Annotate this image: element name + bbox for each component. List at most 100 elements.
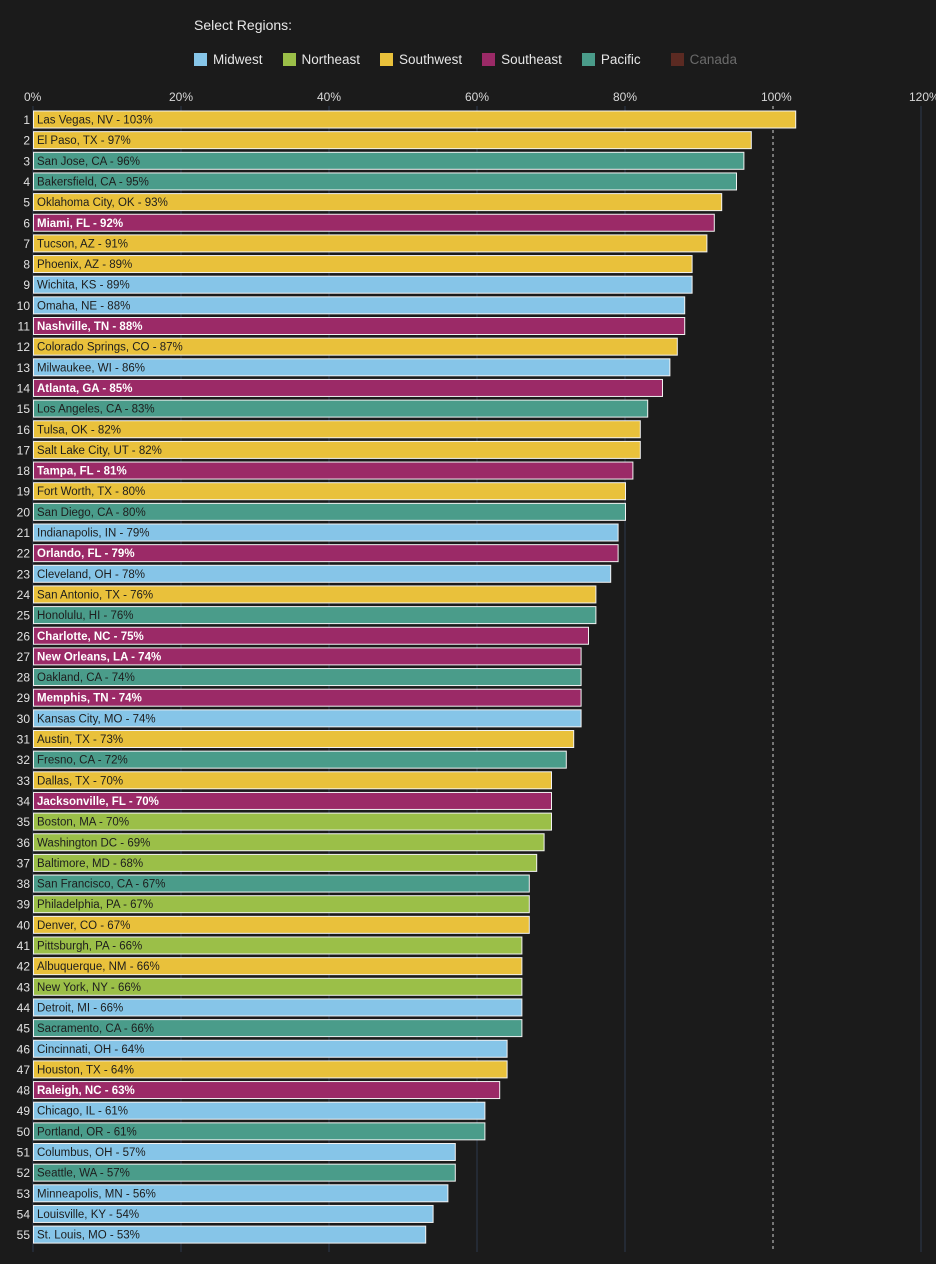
bar-label: Cleveland, OH - 78% <box>37 569 145 581</box>
bar[interactable] <box>33 812 552 831</box>
bar[interactable] <box>33 626 589 645</box>
bar-label: Detroit, MI - 66% <box>37 1002 123 1014</box>
bar-label: Charlotte, NC - 75% <box>37 631 144 643</box>
bar[interactable] <box>33 420 641 439</box>
bar[interactable] <box>33 606 597 625</box>
bar[interactable] <box>33 750 567 769</box>
bar[interactable] <box>33 791 552 810</box>
bar[interactable] <box>33 399 649 418</box>
bar[interactable] <box>33 110 797 129</box>
bar[interactable] <box>33 709 582 728</box>
bar[interactable] <box>33 1060 508 1079</box>
rank-label: 44 <box>17 1001 31 1015</box>
bar-label: Phoenix, AZ - 89% <box>37 259 132 271</box>
legend-item-northeast[interactable]: Northeast <box>282 51 361 67</box>
bar[interactable] <box>33 915 530 934</box>
bar-label: Nashville, TN - 88% <box>37 321 142 333</box>
rank-label: 51 <box>17 1146 31 1160</box>
rank-label: 50 <box>17 1125 31 1139</box>
bar[interactable] <box>33 296 686 315</box>
bar[interactable] <box>33 151 745 170</box>
bar[interactable] <box>33 461 634 480</box>
bar[interactable] <box>33 668 582 687</box>
bar-label: San Antonio, TX - 76% <box>37 589 153 601</box>
bar[interactable] <box>33 688 582 707</box>
bar[interactable] <box>33 585 597 604</box>
bar-label: El Paso, TX - 97% <box>37 135 131 147</box>
bar[interactable] <box>33 482 626 501</box>
legend-item-southeast[interactable]: Southeast <box>482 52 562 67</box>
bar[interactable] <box>33 853 538 872</box>
bar[interactable] <box>33 193 723 212</box>
bar[interactable] <box>33 957 523 976</box>
rank-label: 25 <box>17 609 31 623</box>
bar-label: Chicago, IL - 61% <box>37 1106 128 1118</box>
bar[interactable] <box>33 1225 427 1244</box>
bar[interactable] <box>33 378 663 397</box>
legend-label: Canada <box>689 51 737 67</box>
rank-label: 7 <box>23 237 30 251</box>
bar[interactable] <box>33 131 752 150</box>
bar-label: Seattle, WA - 57% <box>37 1168 130 1180</box>
bar-label: Denver, CO - 67% <box>37 920 130 932</box>
legend-item-canada[interactable]: Canada <box>670 51 737 67</box>
bar-label: Salt Lake City, UT - 82% <box>37 445 162 457</box>
rank-label: 13 <box>17 361 31 375</box>
bar[interactable] <box>33 213 715 232</box>
rank-label: 24 <box>17 588 31 602</box>
bar[interactable] <box>33 1184 449 1203</box>
legend-label: Southwest <box>399 51 463 67</box>
rank-label: 12 <box>17 340 31 354</box>
bar[interactable] <box>33 1081 501 1100</box>
bar[interactable] <box>33 730 575 748</box>
rank-label: 54 <box>17 1207 31 1221</box>
bar[interactable] <box>33 1101 486 1120</box>
bar[interactable] <box>33 1039 508 1058</box>
bar[interactable] <box>33 234 708 253</box>
legend-item-pacific[interactable]: Pacific <box>581 52 641 67</box>
bar[interactable] <box>33 647 582 666</box>
bar[interactable] <box>33 1204 434 1223</box>
bar[interactable] <box>33 936 523 955</box>
rank-label: 21 <box>17 526 31 540</box>
bar[interactable] <box>33 1019 523 1038</box>
bar[interactable] <box>33 895 530 914</box>
legend-swatch <box>581 52 595 66</box>
bar[interactable] <box>33 317 686 335</box>
bar[interactable] <box>33 564 612 583</box>
rank-label: 23 <box>17 567 31 581</box>
bar-label: Milwaukee, WI - 86% <box>37 362 145 374</box>
bar[interactable] <box>33 1143 456 1161</box>
bar[interactable] <box>33 977 523 996</box>
bar[interactable] <box>33 523 619 542</box>
legend-item-southwest[interactable]: Southwest <box>380 52 462 67</box>
rank-label: 39 <box>17 898 31 912</box>
bar[interactable] <box>33 874 530 893</box>
rank-label: 55 <box>17 1228 31 1242</box>
bar[interactable] <box>33 172 737 191</box>
bar[interactable] <box>33 771 552 790</box>
rank-label: 26 <box>17 629 31 643</box>
bar-label: Indianapolis, IN - 79% <box>37 528 150 540</box>
bar[interactable] <box>33 502 626 521</box>
rank-label: 11 <box>18 320 31 334</box>
bar[interactable] <box>33 440 641 459</box>
legend-label: Northeast <box>301 51 361 67</box>
bar[interactable] <box>33 544 619 563</box>
rank-label: 3 <box>23 154 30 168</box>
bar-label: Columbus, OH - 57% <box>37 1147 146 1159</box>
legend-item-midwest[interactable]: Midwest <box>194 52 263 67</box>
bar[interactable] <box>33 1163 456 1182</box>
bar[interactable] <box>33 275 693 294</box>
bar-label: Tampa, FL - 81% <box>37 466 127 478</box>
bar-label: Austin, TX - 73% <box>37 734 123 746</box>
bar[interactable] <box>33 255 693 274</box>
rank-label: 27 <box>17 650 31 664</box>
bar[interactable] <box>33 1122 486 1141</box>
bar[interactable] <box>33 337 678 356</box>
bar[interactable] <box>33 833 545 852</box>
bar-label: Cincinnati, OH - 64% <box>37 1044 144 1056</box>
bar[interactable] <box>33 998 523 1017</box>
rank-label: 31 <box>17 733 31 747</box>
bar[interactable] <box>33 358 671 377</box>
